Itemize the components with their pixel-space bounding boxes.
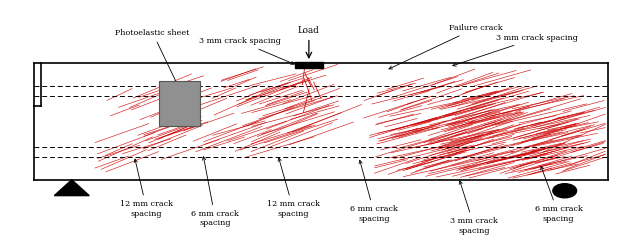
Text: 12 mm crack
spacing: 12 mm crack spacing xyxy=(120,159,173,218)
Text: 6 mm crack
spacing: 6 mm crack spacing xyxy=(535,166,582,223)
Bar xyxy=(159,81,200,126)
Text: 12 mm crack
spacing: 12 mm crack spacing xyxy=(267,158,319,218)
Ellipse shape xyxy=(553,184,577,198)
Text: Failure crack: Failure crack xyxy=(389,24,503,69)
Text: 3 mm crack spacing: 3 mm crack spacing xyxy=(199,37,295,64)
Text: Load: Load xyxy=(298,26,319,35)
Text: 3 mm crack
spacing: 3 mm crack spacing xyxy=(451,181,498,235)
Text: Photoelastic sheet: Photoelastic sheet xyxy=(115,29,190,85)
Text: 6 mm crack
spacing: 6 mm crack spacing xyxy=(192,157,239,227)
Text: 6 mm crack
spacing: 6 mm crack spacing xyxy=(351,160,398,223)
Polygon shape xyxy=(54,180,89,196)
Bar xyxy=(295,62,323,68)
Text: 3 mm crack spacing: 3 mm crack spacing xyxy=(453,34,578,66)
